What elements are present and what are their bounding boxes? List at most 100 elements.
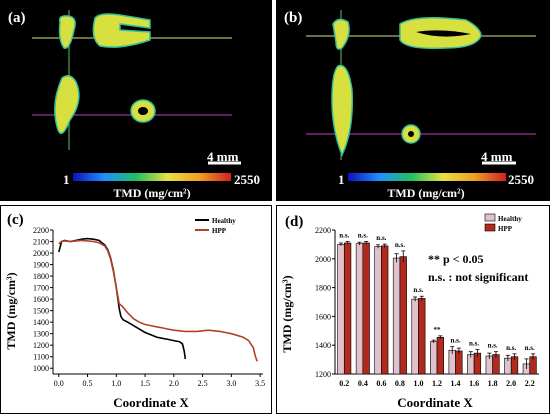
significance-label: n.s.: [413, 286, 423, 294]
y-tick-label: 2100: [33, 238, 49, 247]
x-tick-label: 0.5: [83, 379, 93, 388]
bar-healthy: [467, 354, 475, 375]
bar-hpp: [418, 298, 426, 375]
line-chart-axes: 0.0 0.5 1.0 1.5 2.0 2.5 3.0 3.5 1000 1100 1200 1300…: [33, 226, 265, 388]
bone-slice-2-hole: [416, 30, 471, 37]
y-tick-label: 1500: [33, 307, 49, 316]
bar-hpp: [381, 245, 389, 375]
panel-label-a: (a): [8, 10, 26, 26]
significance-label: n.s.: [395, 241, 405, 249]
y-tick-label: 1200: [33, 341, 49, 350]
legend-label: HPP: [498, 225, 513, 233]
y-tick-label: 1800: [315, 284, 331, 293]
bar-hpp: [399, 256, 407, 375]
significance-label: **: [434, 326, 442, 334]
x-tick-label: 1.5: [140, 379, 150, 388]
colorbar-a: [73, 173, 231, 181]
x-tick-label: 1.0: [413, 379, 423, 388]
panel-label-b: (b): [284, 10, 302, 26]
bar-hpp: [492, 354, 500, 375]
legend-swatch: [484, 223, 496, 232]
y-tick-label: 1400: [33, 318, 49, 327]
significance-label: n.s.: [525, 344, 535, 352]
y-tick-label: 1600: [315, 312, 331, 321]
x-tick-label: 2.5: [198, 379, 208, 388]
legend-label: Healthy: [212, 217, 236, 225]
x-tick-label: 2.0: [506, 379, 516, 388]
scale-bar-label-a: 4 mm: [207, 149, 239, 164]
y-tick-label: 1700: [33, 284, 49, 293]
x-tick-label: 1.0: [111, 379, 121, 388]
line-chart-series: [58, 237, 258, 362]
bar-chart-bars: n.s. n.s. n.s. n.s. n.s. ** n.s. n.s. n.s. n.s. n.…: [337, 232, 537, 375]
x-tick-label: 0.4: [358, 379, 368, 388]
x-tick-label: 0.8: [395, 379, 405, 388]
bar-healthy: [430, 341, 438, 375]
ns-note: n.s. : not significant: [428, 270, 528, 284]
y-tick-label: 1600: [33, 295, 49, 304]
colorbar-title-b: TMD (mg/cm²): [387, 186, 464, 200]
colorbar-max-a: 2550: [234, 172, 260, 187]
y-tick-label: 1900: [33, 261, 49, 270]
bone-slice-1: [58, 15, 76, 49]
bar-chart: (d) 1200 1400 1600 1800 2000 2200 0.2 0.4 0.6 0.8…: [280, 213, 539, 410]
bone-slice-3: [331, 64, 354, 157]
panel-a-svg: (a) 4 mm 1 2550 TMD (mg/cm²): [8, 10, 260, 200]
bar-chart-axes: 1200 1400 1600 1800 2000 2200 0.2 0.4 0.6 0.8 1.0 1…: [315, 226, 539, 388]
y-axis-label-c: TMD (mg/cm³): [4, 272, 18, 349]
series-line-healthy: [58, 237, 187, 360]
x-tick-label: 3.0: [226, 379, 236, 388]
panel-a-image: (a) 4 mm 1 2550 TMD (mg/cm²): [0, 0, 272, 201]
significance-label: n.s.: [376, 234, 386, 242]
bone-slice-4-hole: [408, 131, 414, 137]
panel-label-c: (c): [7, 212, 24, 228]
significance-label: n.s.: [506, 344, 516, 352]
legend-label: Healthy: [498, 215, 522, 223]
bar-hpp: [436, 336, 444, 375]
y-tick-label: 1300: [33, 330, 49, 339]
bar-hpp: [455, 350, 463, 375]
y-tick-label: 2000: [315, 255, 331, 264]
y-tick-label: 1000: [33, 364, 49, 373]
x-tick-label: 1.6: [469, 379, 479, 388]
x-tick-label: 3.5: [255, 379, 265, 388]
significance-label: n.s.: [358, 232, 368, 240]
bar-healthy: [355, 243, 364, 375]
panel-label-d: (d): [285, 214, 303, 230]
bone-slice-4-hole: [138, 107, 148, 115]
bone-slice-1: [332, 18, 350, 50]
line-chart: (c) 0.0 0.5 1.0 1.5 2.0 2.5 3.0 3.5 1000 1100 1200…: [4, 212, 265, 410]
x-tick-label: 0.6: [376, 379, 386, 388]
bar-hpp: [343, 242, 352, 375]
y-tick-label: 1800: [33, 272, 49, 281]
colorbar-title-a: TMD (mg/cm²): [113, 186, 190, 200]
series-line-hpp: [58, 239, 258, 362]
x-tick-label: 0.0: [54, 379, 64, 388]
panel-d-frame: (d) 1200 1400 1600 1800 2000 2200 0.2 0.4 0.6 0.8…: [276, 205, 550, 414]
significance-label: n.s.: [469, 340, 479, 348]
legend-label: HPP: [212, 227, 227, 235]
colorbar-max-b: 2550: [508, 172, 534, 187]
bar-healthy: [337, 244, 345, 375]
colorbar-b: [348, 173, 506, 181]
significance-note: ** p < 0.05: [428, 252, 484, 266]
scale-bar-label-b: 4 mm: [481, 149, 513, 164]
y-tick-label: 2200: [33, 226, 49, 235]
x-tick-label: 1.8: [488, 379, 498, 388]
y-axis-label-d: TMD (mg/cm³): [280, 275, 294, 352]
x-tick-label: 0.2: [339, 379, 349, 388]
colorbar-min-a: 1: [63, 172, 70, 187]
x-tick-label: 1.2: [432, 379, 442, 388]
y-tick-label: 1100: [33, 353, 49, 362]
x-tick-label: 1.4: [451, 379, 461, 388]
significance-label: n.s.: [488, 342, 498, 350]
bar-hpp: [362, 242, 370, 375]
significance-label: n.s.: [450, 337, 460, 345]
panel-b-svg: (b) 4 mm 1 2550 TMD (mg/cm²): [284, 10, 536, 200]
panel-c-frame: (c) 0.0 0.5 1.0 1.5 2.0 2.5 3.0 3.5 1000 1100 1200…: [0, 205, 272, 414]
bone-slice-3: [54, 75, 80, 135]
line-chart-legend: Healthy HPP: [195, 217, 236, 235]
bar-healthy: [374, 246, 382, 375]
x-tick-label: 2.2: [525, 379, 535, 388]
colorbar-min-b: 1: [338, 172, 345, 187]
